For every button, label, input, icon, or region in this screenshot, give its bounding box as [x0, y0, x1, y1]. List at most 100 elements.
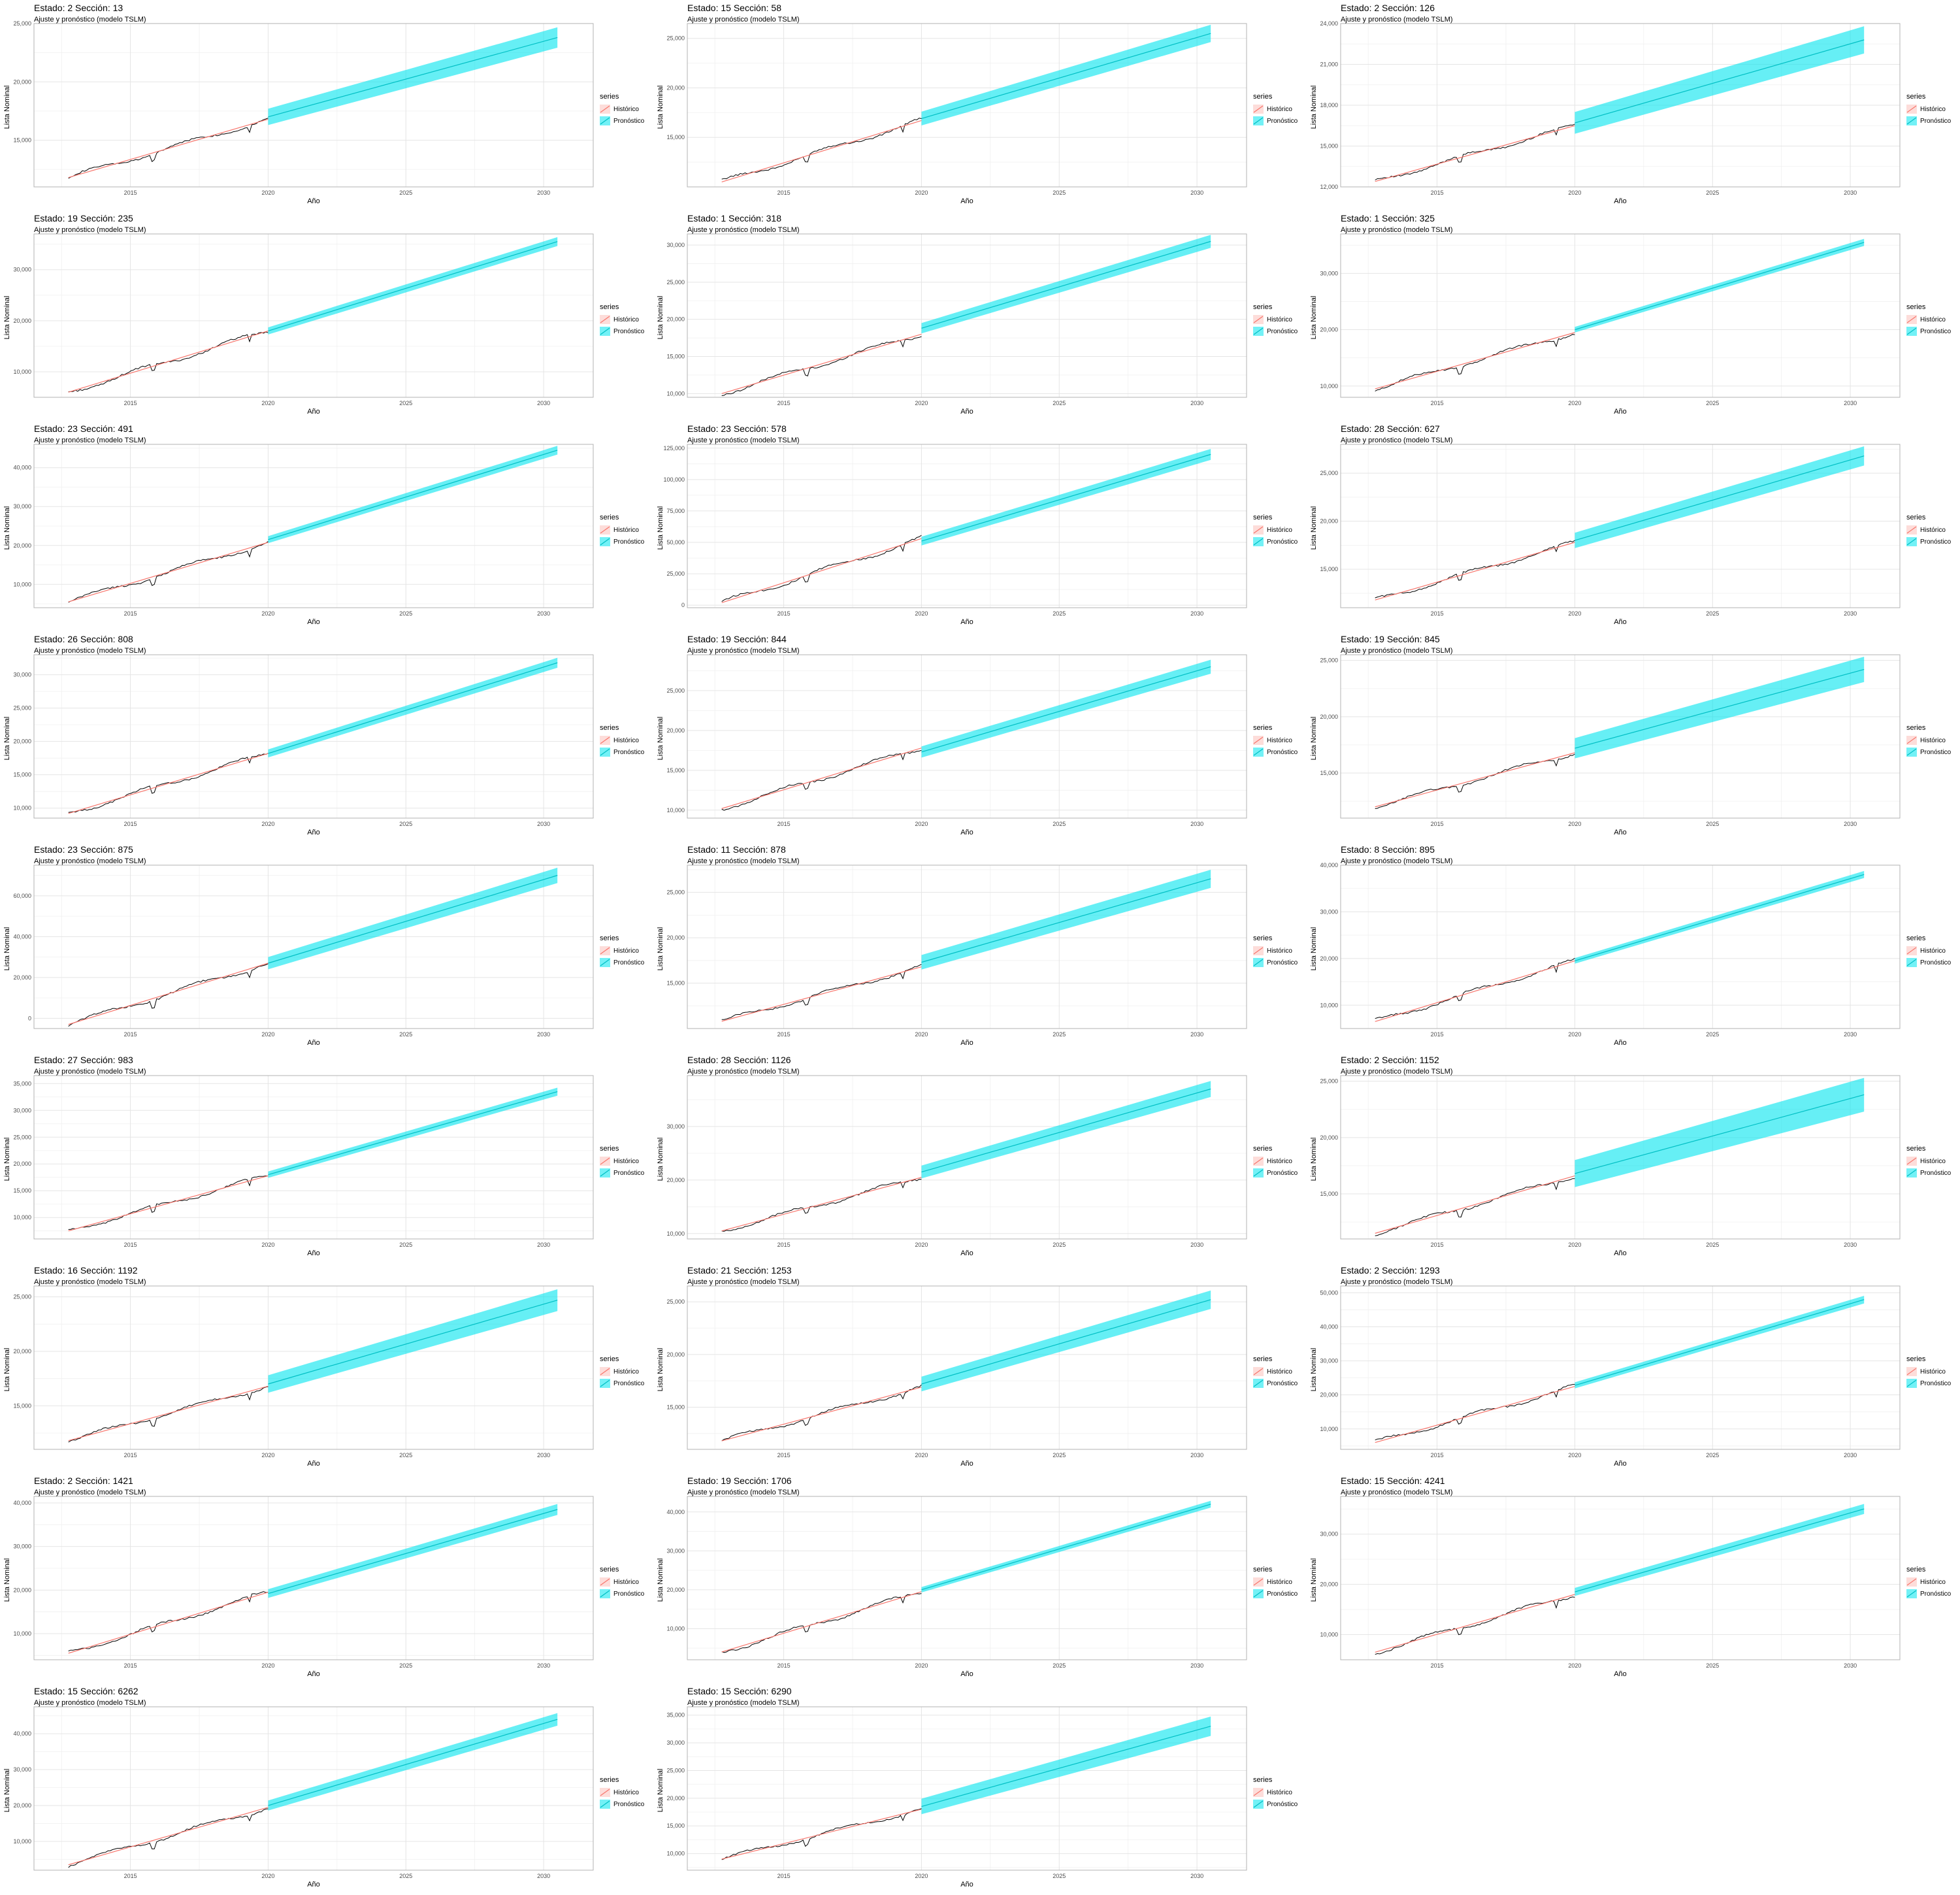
plot-area: 15,000 20,000 25,000 2015 2020 2025 2030: [1320, 1075, 1901, 1248]
x-tick-label: 2015: [124, 821, 137, 827]
fitted-line: [1375, 542, 1575, 601]
x-axis-label: Año: [960, 829, 973, 836]
chart-title: Estado: 15 Sección: 4241: [1341, 1475, 1445, 1486]
legend-item: Pronóstico: [600, 957, 644, 968]
plot-border: [687, 865, 1247, 1029]
y-tick-label: 20,000: [666, 1351, 685, 1358]
legend: series Histórico Pronóstico: [1253, 93, 1298, 127]
legend-label: Histórico: [1267, 947, 1292, 955]
plot-area: 15,000 20,000 25,000 2015 2020 2025 2030: [1320, 444, 1901, 617]
forecast-band: [1575, 657, 1865, 759]
y-tick-label: 20,000: [666, 1177, 685, 1183]
legend-label: Histórico: [1267, 1578, 1292, 1586]
plot-area: 12,000 15,000 18,000 21,000 24,000 2015 2020 20…: [1320, 20, 1901, 196]
legend-key-icon: [1906, 105, 1917, 114]
legend-key-icon: [600, 537, 610, 546]
x-tick-label: 2030: [1190, 400, 1203, 406]
y-tick-label: 15,000: [13, 772, 31, 778]
legend-key-icon: [1253, 736, 1264, 745]
legend-item: Pronóstico: [1253, 115, 1298, 127]
chart-subtitle: Ajuste y pronóstico (modelo TSLM): [1341, 437, 1453, 444]
legend-title: series: [1253, 1776, 1273, 1784]
x-axis-label: Año: [1614, 1670, 1627, 1678]
chart-panel: Estado: 19 Sección: 235 Ajuste y pronósti…: [0, 212, 653, 422]
plot-border: [1340, 1496, 1901, 1660]
chart-title: Estado: 28 Sección: 1126: [687, 1055, 791, 1065]
legend-item: Pronóstico: [600, 1588, 644, 1600]
plot-area: 10,000 15,000 20,000 25,000 2015 2020 2025 2030: [666, 654, 1247, 827]
x-tick-label: 2030: [537, 190, 550, 196]
legend: series Histórico Pronóstico: [600, 93, 644, 127]
observed-line: [721, 1384, 922, 1442]
legend-key-icon: [1253, 315, 1264, 324]
y-tick-label: 10,000: [666, 390, 685, 397]
legend-item: Histórico: [1906, 1155, 1951, 1167]
y-tick-label: 30,000: [13, 1543, 31, 1550]
plot-border: [687, 654, 1247, 819]
x-tick-label: 2025: [1706, 610, 1719, 617]
legend-item: Histórico: [600, 734, 644, 746]
legend-item: Pronóstico: [600, 1377, 644, 1389]
x-tick-label: 2015: [1431, 1242, 1444, 1248]
x-axis-label: Año: [960, 618, 973, 626]
x-tick-label: 2015: [777, 1452, 791, 1458]
plot-border: [33, 233, 594, 398]
legend-label: Histórico: [613, 1368, 639, 1376]
chart-panel: Estado: 19 Sección: 844 Ajuste y pronósti…: [653, 633, 1307, 843]
y-tick-label: 35,000: [13, 1080, 31, 1087]
forecast-band: [1575, 1504, 1865, 1596]
legend-title: series: [600, 1355, 619, 1363]
y-tick-label: 24,000: [1320, 20, 1338, 27]
fitted-line: [68, 1592, 269, 1654]
y-tick-label: 20,000: [13, 1587, 31, 1593]
forecast-line: [268, 450, 558, 540]
legend-key-icon: [1906, 327, 1917, 336]
plot-area: 10,000 20,000 30,000 40,000 2015 2020 2025 2030: [666, 1496, 1247, 1669]
legend-key-icon: [1253, 1379, 1264, 1388]
forecast-line: [921, 33, 1211, 120]
legend: series Histórico Pronóstico: [1253, 1145, 1298, 1179]
forecast-line: [921, 1299, 1211, 1385]
forecast-line: [921, 1726, 1211, 1807]
legend-label: Histórico: [613, 526, 639, 534]
legend-title: series: [1906, 93, 1926, 101]
legend: series Histórico Pronóstico: [600, 1566, 644, 1600]
legend: series Histórico Pronóstico: [600, 303, 644, 337]
chart-title: Estado: 15 Sección: 6290: [687, 1686, 792, 1696]
legend-label: Histórico: [1920, 1578, 1946, 1586]
y-tick-label: 25,000: [1320, 1078, 1338, 1085]
y-tick-label: 20,000: [13, 542, 31, 549]
forecast-line: [268, 662, 558, 754]
plot-border: [1340, 233, 1901, 398]
forecast-line: [1575, 1299, 1865, 1386]
legend-title: series: [600, 93, 619, 101]
forecast-band: [921, 1081, 1211, 1179]
legend-item: Pronóstico: [1906, 957, 1951, 968]
chart-title: Estado: 8 Sección: 895: [1341, 844, 1435, 855]
x-tick-label: 2030: [1844, 1662, 1857, 1669]
y-tick-label: 125,000: [663, 445, 685, 452]
chart-subtitle: Ajuste y pronóstico (modelo TSLM): [34, 16, 146, 24]
plot-border: [687, 233, 1247, 398]
x-tick-label: 2020: [261, 610, 274, 617]
x-tick-label: 2030: [1190, 1662, 1203, 1669]
legend-item: Histórico: [1253, 1366, 1298, 1377]
chart-panel: Estado: 15 Sección: 6290 Ajuste y pronóst…: [653, 1685, 1307, 1895]
y-tick-label: 0: [28, 1015, 31, 1021]
chart-panel: Estado: 23 Sección: 491 Ajuste y pronósti…: [0, 422, 653, 633]
plot-border: [687, 1075, 1247, 1240]
forecast-line: [268, 241, 558, 332]
legend: series Histórico Pronóstico: [1906, 93, 1951, 127]
y-tick-label: 40,000: [13, 933, 31, 940]
y-tick-label: 40,000: [666, 1509, 685, 1515]
x-tick-label: 2030: [537, 1452, 550, 1458]
legend-label: Histórico: [1267, 736, 1292, 744]
legend-title: series: [1253, 1566, 1273, 1574]
legend-key-icon: [1253, 1800, 1264, 1809]
forecast-band: [268, 1504, 558, 1598]
y-tick-label: 30,000: [1320, 908, 1338, 915]
y-tick-label: 25,000: [666, 1767, 685, 1773]
fitted-line: [1375, 960, 1575, 1022]
fitted-line: [1375, 332, 1575, 389]
plot-border: [687, 444, 1247, 608]
